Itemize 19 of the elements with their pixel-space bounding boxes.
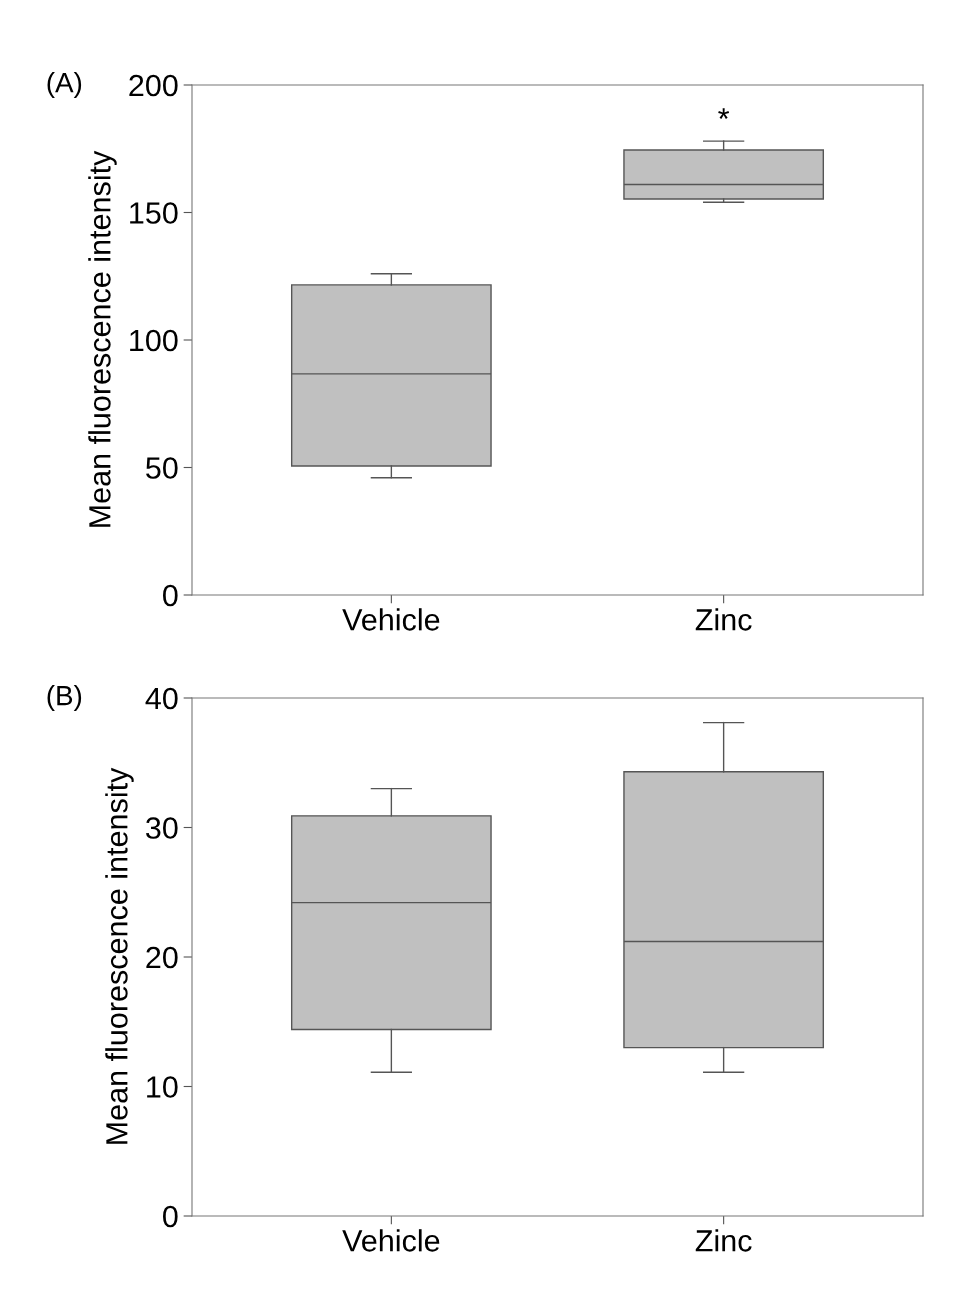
y-tick-label: 30	[145, 817, 178, 839]
y-tick-label: 50	[146, 457, 178, 479]
x-tick-label: Zinc	[695, 1229, 752, 1252]
text: (B)	[47, 685, 82, 711]
y-tick-label: 10	[147, 1076, 178, 1098]
annotation: *	[718, 108, 730, 119]
y-tick-label: 150	[130, 202, 178, 224]
x-tick-label: Vehicle	[342, 1229, 440, 1252]
y-tick-label: 40	[145, 687, 178, 710]
x-tick-label: Zinc	[695, 608, 752, 631]
y-tick-label: 200	[129, 74, 178, 97]
x-tick-label: Vehicle	[342, 608, 440, 631]
y-axis-title: Mean fluorescence intensity	[105, 767, 134, 1144]
y-tick-label: 100	[130, 329, 178, 352]
y-tick-label: 20	[146, 946, 178, 969]
text: (A)	[47, 72, 82, 98]
y-tick-label: 0	[163, 1205, 178, 1228]
y-axis-title: Mean fluorescence intensity	[88, 150, 117, 527]
y-tick-label: 0	[163, 584, 178, 607]
